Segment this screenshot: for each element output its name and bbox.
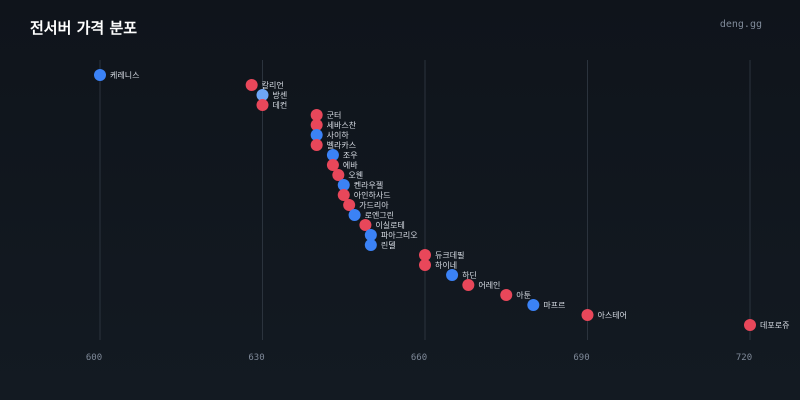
data-point-label: 데컨 [273,100,288,110]
data-point[interactable] [326,159,339,171]
data-point-label: 로엔그린 [365,210,394,220]
data-point-label: 조우 [343,151,358,160]
data-point-label: 오웬 [348,171,363,180]
data-point-label: 벨라카스 [327,140,356,150]
data-point[interactable] [419,249,431,261]
data-point-label: 칼리언 [262,80,284,90]
data-point[interactable] [310,119,323,131]
data-point[interactable] [462,279,475,291]
data-point-label: 군터 [327,111,342,120]
data-point[interactable] [94,69,106,81]
data-point-label: 어레인 [478,280,500,290]
data-point[interactable] [332,169,345,181]
data-point[interactable] [310,109,323,121]
data-point-label: 린델 [381,240,396,250]
chart-title: 전서버 가격 분포 [30,19,138,37]
x-tick-label: 690 [573,353,589,363]
grid-lines [99,60,751,340]
data-point-label: 아스테어 [598,310,627,320]
data-point[interactable] [527,299,540,311]
data-point-label: 마프르 [543,301,565,310]
x-tick-label: 600 [86,353,102,363]
x-tick-label: 660 [411,353,427,363]
data-point[interactable] [310,129,323,141]
data-point[interactable] [419,259,431,271]
data-point[interactable] [256,99,269,111]
data-point[interactable] [337,179,350,191]
data-point[interactable] [359,219,372,231]
data-point[interactable] [500,289,513,301]
data-point-label: 아툰 [516,290,531,300]
data-point-label: 하딘 [462,270,477,280]
data-point[interactable] [364,229,377,241]
data-point-label: 켄라우젤 [354,180,383,190]
data-point-label: 아인하사드 [354,190,391,200]
data-point[interactable] [364,239,377,251]
data-point-label: 파아그리오 [381,230,418,240]
x-tick-labels: 600 630 660 690 720 [86,353,752,363]
data-point-label: 하이네 [435,260,457,270]
data-point[interactable] [744,319,756,331]
brand-label: deng.gg [719,19,762,30]
data-point[interactable] [256,89,269,101]
data-point[interactable] [245,79,258,91]
data-point[interactable] [337,189,350,201]
data-point-label: 방센 [273,90,288,100]
data-point-label: 가드리아 [359,200,389,210]
data-point-label: 에바 [343,160,358,170]
data-point[interactable] [446,269,459,281]
data-point[interactable] [343,199,356,211]
data-point-label: 케레니스 [110,70,139,80]
data-point[interactable] [348,209,361,221]
data-point-label: 이실로테 [375,220,404,230]
data-point[interactable] [310,139,323,151]
data-point-label: 사이하 [327,130,350,140]
x-tick-label: 720 [736,353,752,363]
data-point-label: 세바스찬 [327,120,357,130]
data-points: 케레니스칼리언방센데컨군터세바스찬사이하벨라카스조우에바오웬켄라우젤아인하사드가… [94,69,789,331]
data-point-label: 데포로쥬 [760,321,789,330]
data-point-label: 듀크데필 [435,250,464,260]
data-point[interactable] [581,309,594,321]
data-point[interactable] [326,149,339,161]
x-tick-label: 630 [248,353,264,363]
